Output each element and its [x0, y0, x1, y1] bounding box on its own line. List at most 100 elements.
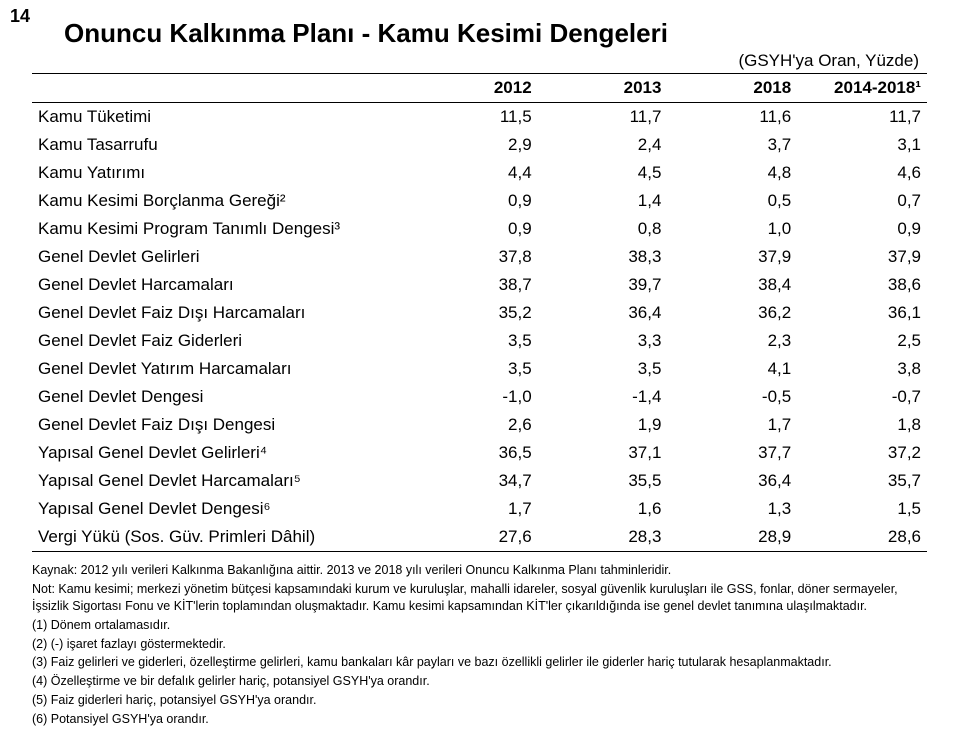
row-value: 37,9 [667, 243, 797, 271]
table-row: Genel Devlet Gelirleri37,838,337,937,9 [32, 243, 927, 271]
row-value: 3,7 [667, 131, 797, 159]
table-row: Genel Devlet Harcamaları38,739,738,438,6 [32, 271, 927, 299]
row-value: 37,9 [797, 243, 927, 271]
row-value: 4,1 [667, 355, 797, 383]
row-label: Genel Devlet Faiz Giderleri [32, 327, 408, 355]
row-value: 0,7 [797, 187, 927, 215]
row-label: Genel Devlet Faiz Dışı Harcamaları [32, 299, 408, 327]
row-value: 1,8 [797, 411, 927, 439]
row-value: 0,9 [797, 215, 927, 243]
footnote-line: (5) Faiz giderleri hariç, potansiyel GSY… [32, 692, 927, 709]
footnote-line: Kaynak: 2012 yılı verileri Kalkınma Baka… [32, 562, 927, 579]
row-value: 0,9 [408, 215, 538, 243]
row-label: Vergi Yükü (Sos. Güv. Primleri Dâhil) [32, 523, 408, 552]
row-label: Genel Devlet Yatırım Harcamaları [32, 355, 408, 383]
row-value: 11,5 [408, 103, 538, 132]
row-label: Kamu Kesimi Program Tanımlı Dengesi³ [32, 215, 408, 243]
row-value: 36,5 [408, 439, 538, 467]
row-label: Kamu Yatırımı [32, 159, 408, 187]
page-title: Onuncu Kalkınma Planı - Kamu Kesimi Deng… [32, 18, 927, 49]
row-value: 1,5 [797, 495, 927, 523]
row-value: 3,5 [538, 355, 668, 383]
row-value: 37,7 [667, 439, 797, 467]
table-row: Kamu Yatırımı4,44,54,84,6 [32, 159, 927, 187]
row-label: Genel Devlet Gelirleri [32, 243, 408, 271]
row-value: 2,4 [538, 131, 668, 159]
row-value: 11,6 [667, 103, 797, 132]
table-header-blank [32, 74, 408, 103]
row-label: Yapısal Genel Devlet Harcamaları⁵ [32, 467, 408, 495]
footnote-line: (1) Dönem ortalamasıdır. [32, 617, 927, 634]
table-row: Kamu Tasarrufu2,92,43,73,1 [32, 131, 927, 159]
footnote-line: (3) Faiz gelirleri ve giderleri, özelleş… [32, 654, 927, 671]
row-value: 28,3 [538, 523, 668, 552]
table-row: Yapısal Genel Devlet Gelirleri⁴36,537,13… [32, 439, 927, 467]
row-value: 3,1 [797, 131, 927, 159]
row-label: Yapısal Genel Devlet Dengesi⁶ [32, 495, 408, 523]
row-value: 1,4 [538, 187, 668, 215]
footnote-line: Not: Kamu kesimi; merkezi yönetim bütçes… [32, 581, 927, 615]
row-value: 4,5 [538, 159, 668, 187]
table-row: Kamu Kesimi Program Tanımlı Dengesi³0,90… [32, 215, 927, 243]
table-row: Yapısal Genel Devlet Harcamaları⁵34,735,… [32, 467, 927, 495]
table-header: 2014-2018¹ [797, 74, 927, 103]
row-value: 36,4 [667, 467, 797, 495]
row-value: -0,5 [667, 383, 797, 411]
row-value: 28,6 [797, 523, 927, 552]
row-value: 28,9 [667, 523, 797, 552]
subtitle-right: (GSYH'ya Oran, Yüzde) [32, 51, 927, 71]
row-value: 38,4 [667, 271, 797, 299]
table-body: Kamu Tüketimi11,511,711,611,7Kamu Tasarr… [32, 103, 927, 552]
row-value: 4,6 [797, 159, 927, 187]
row-value: 4,8 [667, 159, 797, 187]
footnote-line: (4) Özelleştirme ve bir defalık gelirler… [32, 673, 927, 690]
row-value: 0,5 [667, 187, 797, 215]
table-row: Genel Devlet Yatırım Harcamaları3,53,54,… [32, 355, 927, 383]
row-label: Kamu Kesimi Borçlanma Gereği² [32, 187, 408, 215]
row-value: 2,6 [408, 411, 538, 439]
row-value: 36,2 [667, 299, 797, 327]
row-value: 37,1 [538, 439, 668, 467]
row-value: 3,3 [538, 327, 668, 355]
row-label: Kamu Tasarrufu [32, 131, 408, 159]
footnote-line: (2) (-) işaret fazlayı göstermektedir. [32, 636, 927, 653]
table-row: Genel Devlet Faiz Dışı Harcamaları35,236… [32, 299, 927, 327]
row-value: 11,7 [538, 103, 668, 132]
row-value: 1,3 [667, 495, 797, 523]
row-label: Kamu Tüketimi [32, 103, 408, 132]
row-value: -1,4 [538, 383, 668, 411]
row-value: 3,8 [797, 355, 927, 383]
row-label: Genel Devlet Harcamaları [32, 271, 408, 299]
table-row: Kamu Kesimi Borçlanma Gereği²0,91,40,50,… [32, 187, 927, 215]
page-container: 14 Onuncu Kalkınma Planı - Kamu Kesimi D… [0, 0, 959, 750]
table-row: Yapısal Genel Devlet Dengesi⁶1,71,61,31,… [32, 495, 927, 523]
footnotes: Kaynak: 2012 yılı verileri Kalkınma Baka… [32, 562, 927, 728]
row-label: Genel Devlet Faiz Dışı Dengesi [32, 411, 408, 439]
page-number: 14 [10, 6, 30, 27]
row-label: Genel Devlet Dengesi [32, 383, 408, 411]
row-value: 2,9 [408, 131, 538, 159]
row-value: 1,9 [538, 411, 668, 439]
row-value: 2,3 [667, 327, 797, 355]
row-value: 34,7 [408, 467, 538, 495]
table-header: 2018 [667, 74, 797, 103]
table-row: Genel Devlet Dengesi-1,0-1,4-0,5-0,7 [32, 383, 927, 411]
row-value: 36,1 [797, 299, 927, 327]
row-value: 39,7 [538, 271, 668, 299]
row-value: 2,5 [797, 327, 927, 355]
table-row: Kamu Tüketimi11,511,711,611,7 [32, 103, 927, 132]
row-value: 38,7 [408, 271, 538, 299]
row-value: 35,7 [797, 467, 927, 495]
data-table: 2012 2013 2018 2014-2018¹ Kamu Tüketimi1… [32, 73, 927, 552]
table-row: Genel Devlet Faiz Dışı Dengesi2,61,91,71… [32, 411, 927, 439]
row-value: -0,7 [797, 383, 927, 411]
row-value: 1,7 [667, 411, 797, 439]
row-value: 38,6 [797, 271, 927, 299]
row-value: 35,5 [538, 467, 668, 495]
row-value: 3,5 [408, 327, 538, 355]
row-value: 37,8 [408, 243, 538, 271]
table-header: 2012 [408, 74, 538, 103]
row-label: Yapısal Genel Devlet Gelirleri⁴ [32, 439, 408, 467]
row-value: 38,3 [538, 243, 668, 271]
row-value: 4,4 [408, 159, 538, 187]
